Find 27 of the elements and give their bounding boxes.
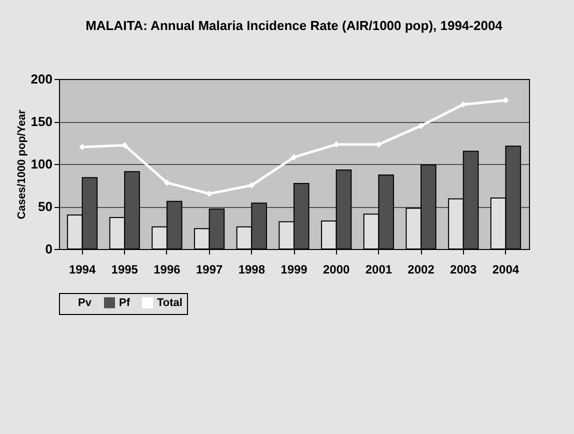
x-tick-label: 1994 bbox=[68, 262, 96, 276]
point bbox=[418, 122, 424, 129]
y-tick-label: 0 bbox=[45, 242, 52, 256]
x-tick-label: 2004 bbox=[492, 262, 520, 276]
chart-title: MALAITA: Annual Malaria Incidence Rate (AIR/1000 pop), 1994-2004 bbox=[86, 18, 504, 33]
x-tick-label: 2001 bbox=[365, 262, 392, 276]
point bbox=[248, 182, 255, 188]
x-tick-label: 1999 bbox=[280, 262, 308, 276]
y-tick-label: 100 bbox=[30, 156, 52, 172]
legend-label: Pf bbox=[119, 296, 130, 309]
point bbox=[79, 144, 86, 150]
text: Pv bbox=[78, 296, 92, 309]
x-tick-label: 1997 bbox=[196, 262, 223, 276]
y-tick-label: 150 bbox=[30, 114, 52, 129]
x-tick-label: 1996 bbox=[154, 262, 181, 276]
y-tick-label: 200 bbox=[30, 72, 52, 86]
x-tick-label: 2002 bbox=[408, 262, 435, 276]
point bbox=[164, 180, 170, 186]
y-axis-title: Cases/1000 pop/Year bbox=[16, 109, 28, 220]
x-tick-label: 2003 bbox=[450, 262, 478, 276]
x-tick-label: 1998 bbox=[238, 262, 266, 276]
x-tick-label: 1995 bbox=[111, 262, 138, 276]
y-tick-label: 50 bbox=[38, 199, 52, 214]
x-tick-label: 2000 bbox=[322, 262, 350, 276]
legend-label: Total bbox=[157, 296, 182, 309]
point bbox=[376, 141, 382, 148]
point bbox=[290, 154, 298, 160]
